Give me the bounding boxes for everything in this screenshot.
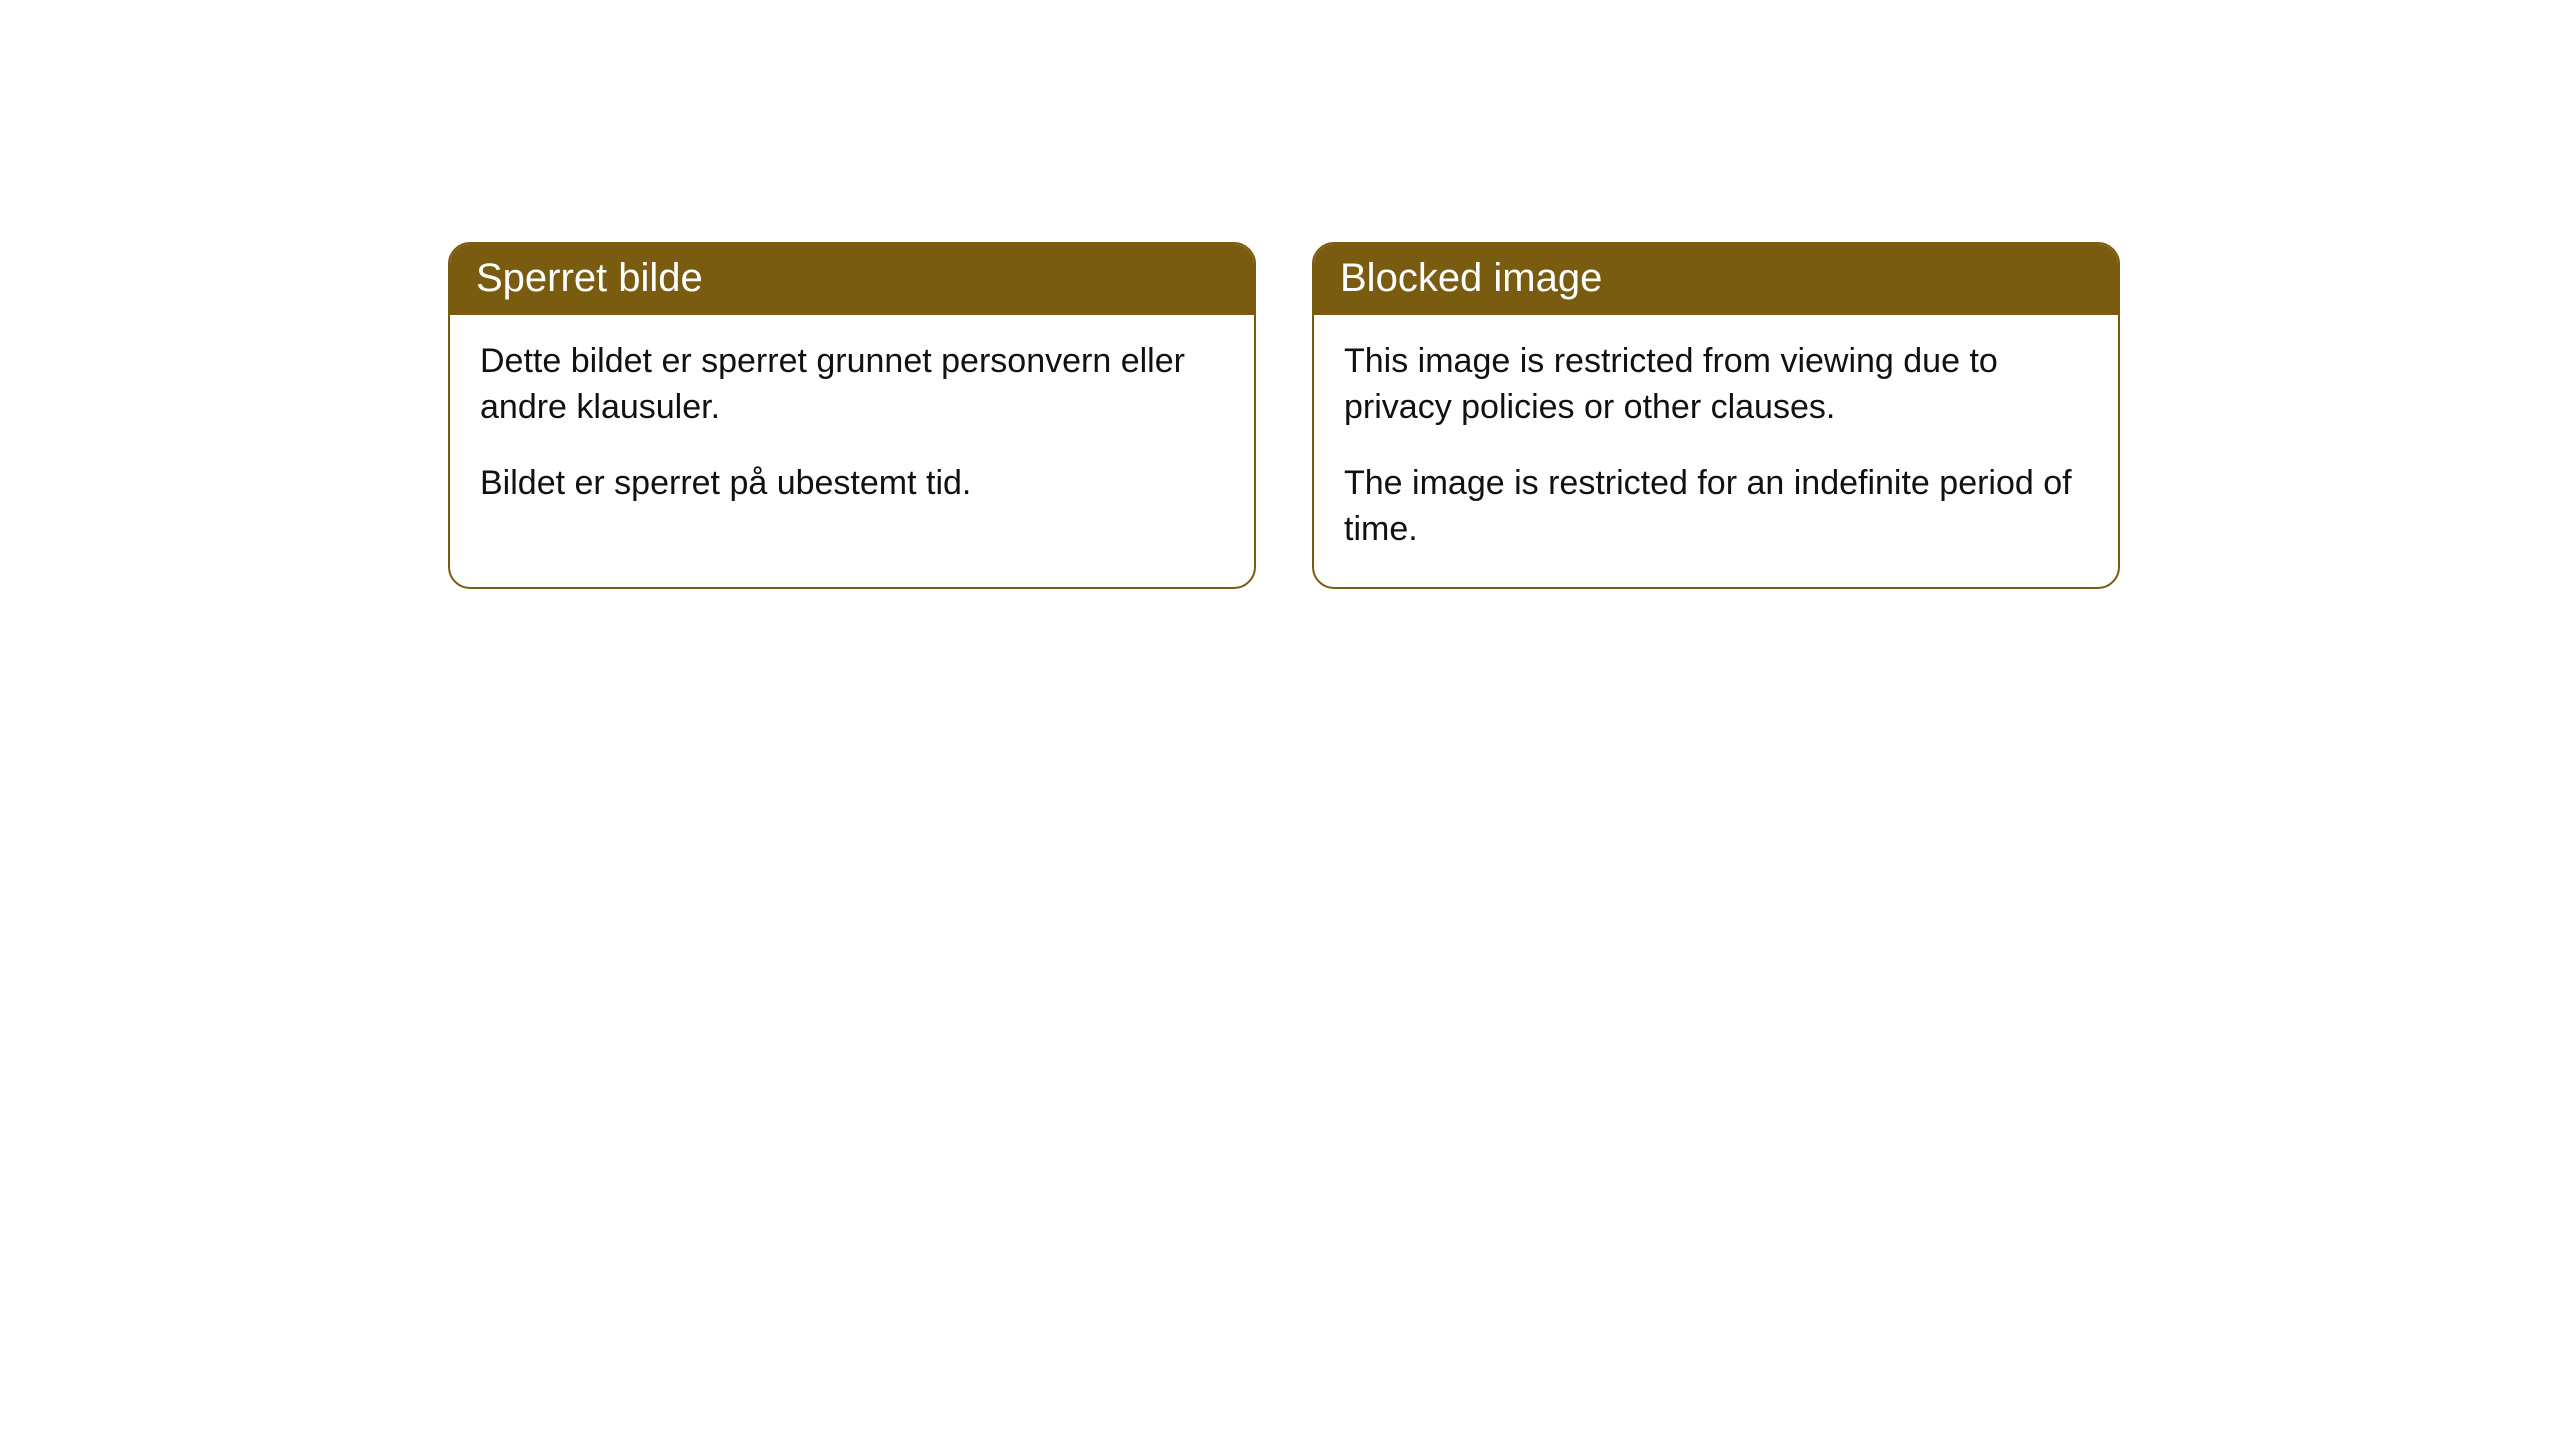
card-paragraph-1-norwegian: Dette bildet er sperret grunnet personve…: [480, 339, 1224, 431]
card-header-norwegian: Sperret bilde: [450, 244, 1254, 315]
card-body-norwegian: Dette bildet er sperret grunnet personve…: [450, 315, 1254, 565]
blocked-image-card-english: Blocked image This image is restricted f…: [1312, 242, 2120, 589]
card-body-english: This image is restricted from viewing du…: [1314, 315, 2118, 587]
blocked-image-card-norwegian: Sperret bilde Dette bildet er sperret gr…: [448, 242, 1256, 589]
card-paragraph-2-norwegian: Bildet er sperret på ubestemt tid.: [480, 461, 1224, 507]
card-paragraph-2-english: The image is restricted for an indefinit…: [1344, 461, 2088, 553]
card-title-norwegian: Sperret bilde: [476, 256, 703, 300]
card-title-english: Blocked image: [1340, 256, 1602, 300]
card-paragraph-1-english: This image is restricted from viewing du…: [1344, 339, 2088, 431]
notice-cards-container: Sperret bilde Dette bildet er sperret gr…: [0, 0, 2560, 589]
card-header-english: Blocked image: [1314, 244, 2118, 315]
